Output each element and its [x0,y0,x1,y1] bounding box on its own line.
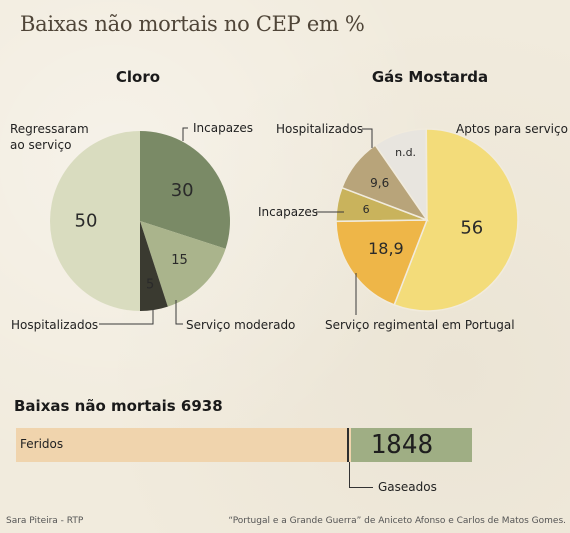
mostarda-value-label-4: 9,6 [370,176,389,190]
gaseados-leader-vertical [349,462,350,487]
cloro-label-servico-moderado: Serviço moderado [186,318,295,332]
cloro-chart-title: Cloro [115,68,161,86]
mostarda-slice-2-unlabeled [335,219,429,306]
mostarda-label-servico-regimental: Serviço regimental em Portugal [325,318,515,332]
mostarda-value-label-3: 6 [363,203,370,216]
pie-annotations: Regressaram ao serviço Incapazes Serviço mo… [10,121,568,332]
cloro-slice-1-servico-moderado [140,221,226,307]
cloro-slice-0-incapazes [140,131,231,249]
cloro-label-hospitalizados: Hospitalizados [11,318,98,332]
bar-gaseados-label: Gaseados [378,480,437,494]
cloro-leader-servico-moderado [175,300,183,325]
mostarda-label-incapazes: Incapazes [258,205,318,219]
cloro-label-regressaram-2: ao serviço [10,138,71,152]
mostarda-value-label-2: 18,9 [368,239,404,258]
mostarda-leader-hospitalizados [362,128,373,148]
cloro-slice-3-regressaram-ao-servico [50,131,140,311]
bar-gaseados: 1848 [350,428,472,462]
mostarda-chart-title: Gás Mostarda [371,68,489,86]
cloro-value-label-1: 15 [171,253,188,268]
mostarda-label-aptos: Aptos para serviço [456,122,568,136]
mostarda-slice-1-servico-regimental-em-portugal [393,128,519,312]
cloro-pie: 30 15 5 50 [50,131,231,311]
cloro-leader-incapazes [182,127,188,141]
footer-source: “Portugal e a Grande Guerra” de Aniceto … [228,516,566,526]
bar-divider [347,428,349,462]
cloro-value-label-2: 5 [146,278,154,293]
baixas-bar-title: Baixas não mortais 6938 [14,397,223,415]
bar-feridos: Feridos [16,428,351,462]
bar-feridos-label: Feridos [20,437,64,451]
cloro-leader-hospitalizados [99,309,154,325]
page-title: Baixas não mortais no CEP em % [20,12,365,36]
cloro-value-label-3: 50 [75,211,98,232]
mostarda-value-label-0: n.d. [395,146,416,159]
cloro-label-incapazes: Incapazes [193,121,253,135]
cloro-label-regressaram-1: Regressaram [10,122,89,136]
cloro-slice-2-hospitalizados [140,221,168,311]
cloro-value-label-0: 30 [171,180,194,201]
mostarda-pie: n.d. 56 18,9 69,6 [335,128,519,312]
mostarda-label-hospitalizados: Hospitalizados [276,122,363,136]
mostarda-slice-4-hospitalizados [340,144,429,222]
mostarda-value-label-1: 56 [460,218,483,239]
bar-gaseados-value: 1848 [370,430,434,460]
footer-author: Sara Piteira - RTP [6,516,84,526]
gaseados-leader-horizontal [349,487,373,488]
